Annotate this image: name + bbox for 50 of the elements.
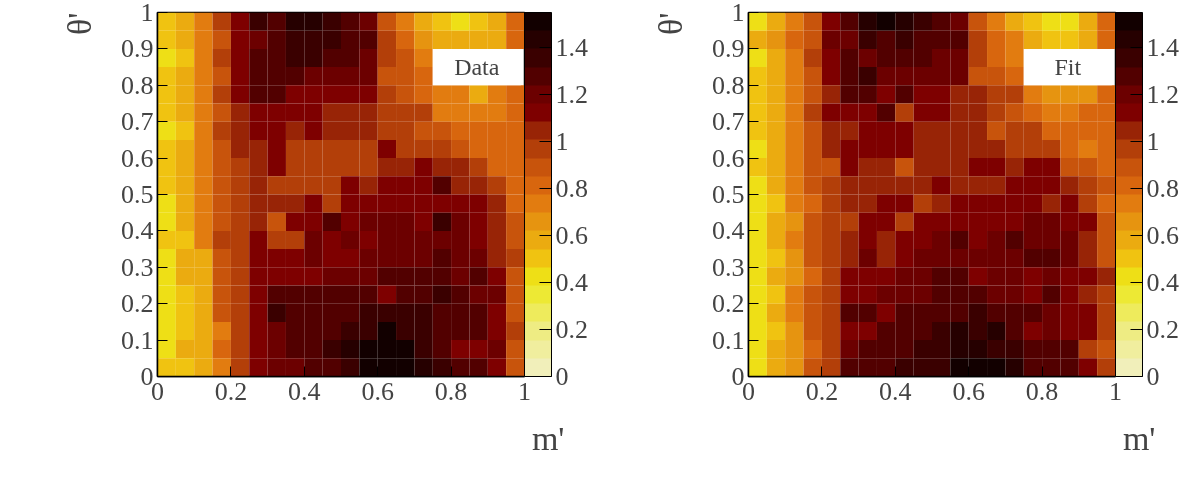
x-tick-label: 0.8 <box>434 376 468 406</box>
y-tick-label: 0.6 <box>712 143 745 173</box>
y-tick-label: 0.6 <box>121 143 154 173</box>
y-tick-label: 1 <box>140 0 154 27</box>
annotation: Fit <box>1054 54 1082 81</box>
x-tick-label: 0.6 <box>952 376 985 406</box>
y-tick-label: 0.9 <box>121 34 154 64</box>
y-tick-label: 0.9 <box>712 34 745 64</box>
y-tick-label: 0.7 <box>712 107 745 137</box>
y-tick-label: 0.4 <box>121 216 154 246</box>
color-bar-label: 1.4 <box>555 33 588 63</box>
y-tick-label: 0.1 <box>712 325 745 355</box>
color-bar-label: 1.4 <box>1146 33 1179 63</box>
y-tick-label: 0.3 <box>121 252 154 282</box>
x-axis-title: m' <box>531 419 565 457</box>
y-tick-label: 0.4 <box>712 216 745 246</box>
color-bar-label: 0.6 <box>1146 221 1179 251</box>
color-bar-label: 0.4 <box>1146 268 1179 298</box>
y-tick-label: 0.8 <box>121 70 154 100</box>
annotation: Data <box>454 54 500 81</box>
color-bar-label: 1 <box>1146 127 1160 157</box>
color-bar-label: 1.2 <box>555 80 588 110</box>
color-bar-label: 1 <box>555 127 569 157</box>
y-tick-label: 0.1 <box>121 325 154 355</box>
color-bar-label: 0.8 <box>1146 174 1179 204</box>
color-bar-label: 0.2 <box>555 315 588 345</box>
y-tick-label: 0.8 <box>712 70 745 100</box>
y-axis-title: θ' <box>651 12 689 35</box>
x-tick-label: 0.4 <box>288 376 321 406</box>
x-tick-label: 0.6 <box>361 376 394 406</box>
y-tick-label: 0.5 <box>121 180 154 209</box>
color-bar-label: 0.2 <box>1146 315 1179 345</box>
x-tick-label: 1 <box>518 376 531 406</box>
x-tick-label: 0.8 <box>1025 376 1059 406</box>
y-axis-title: θ' <box>60 12 98 35</box>
y-tick-label: 0.2 <box>121 289 154 319</box>
color-bar-label: 0.8 <box>555 174 588 204</box>
x-axis-title: m' <box>1122 419 1156 457</box>
y-tick-label: 0.2 <box>712 289 745 319</box>
x-tick-label: 0.2 <box>214 376 248 406</box>
x-tick-label: 0.4 <box>879 376 912 406</box>
y-tick-label: 0.5 <box>712 180 745 209</box>
color-bar-label: 1.2 <box>1146 80 1179 110</box>
x-tick-label: 0.2 <box>805 376 839 406</box>
x-tick-label: 1 <box>1109 376 1122 406</box>
y-tick-label: 0.7 <box>121 107 154 137</box>
y-tick-label: 0.3 <box>712 252 745 282</box>
color-bar-label: 0.6 <box>555 221 588 251</box>
y-tick-label: 1 <box>731 0 745 27</box>
color-bar-label: 0.4 <box>555 268 588 298</box>
